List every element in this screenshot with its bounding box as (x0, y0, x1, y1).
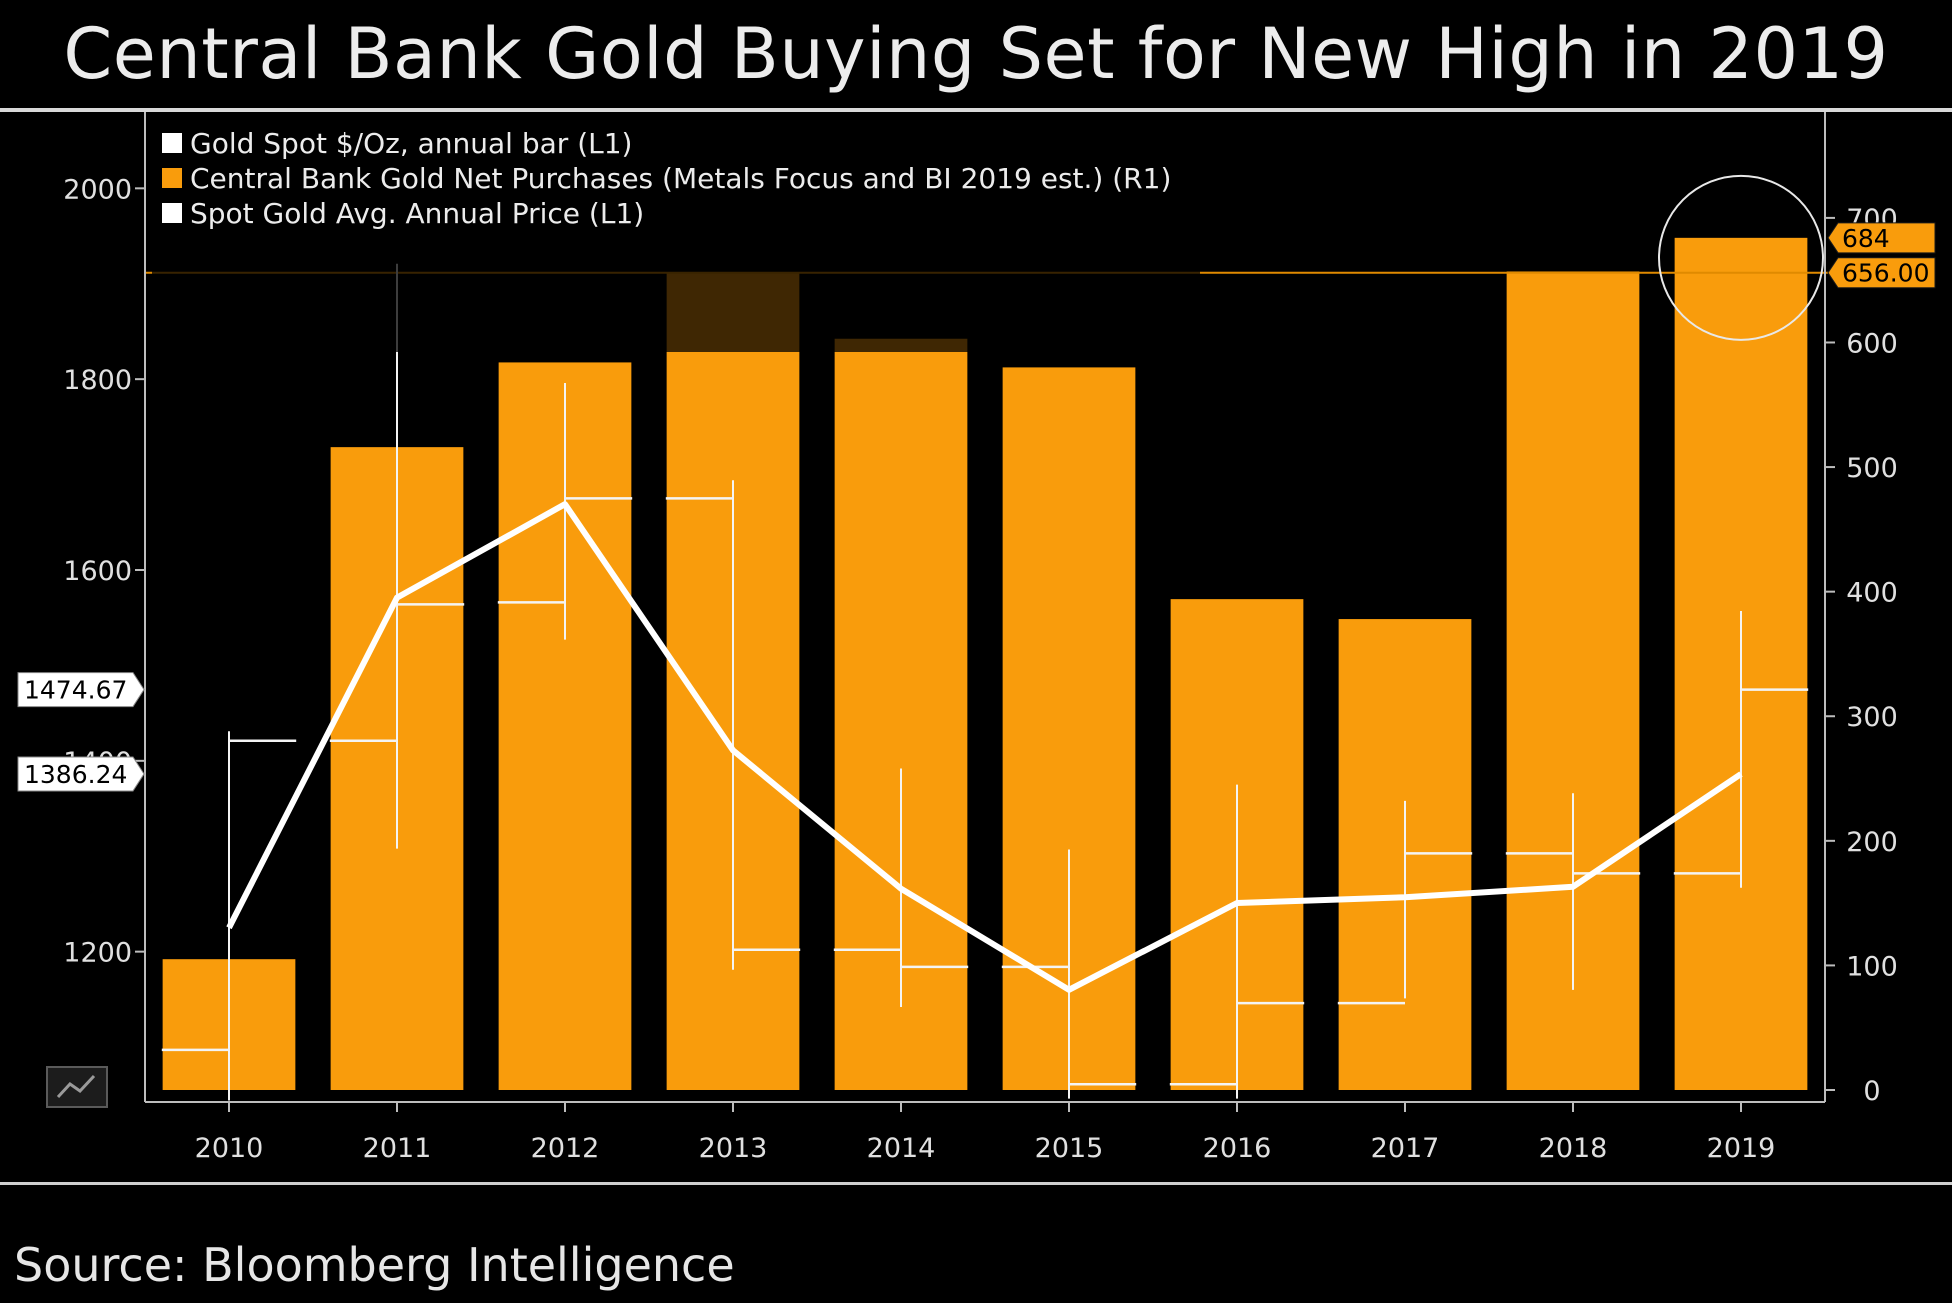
left-value-tag (17, 672, 145, 708)
x-tick-label: 2012 (531, 1133, 600, 1164)
x-tick-label: 2018 (1539, 1133, 1608, 1164)
ohlc-series (161, 263, 1809, 1101)
x-tick-label: 2019 (1707, 1133, 1776, 1164)
right-value-tag (1827, 222, 1936, 254)
title-separator (0, 108, 1952, 112)
left-value-tag (17, 756, 145, 792)
right-tick-label: 500 (1846, 453, 1898, 484)
legend-label: Central Bank Gold Net Purchases (Metals … (190, 162, 1171, 195)
x-tick-label: 2015 (1035, 1133, 1104, 1164)
legend-box (152, 120, 1200, 352)
right-tick-label: 200 (1846, 827, 1898, 858)
right-tick-label: 100 (1846, 951, 1898, 982)
left-tick-label: 2000 (63, 174, 132, 205)
right-tick-label: 400 (1846, 578, 1898, 609)
legend-label: Spot Gold Avg. Annual Price (L1) (190, 197, 644, 230)
axes: 1200140016001800200001002003004005006007… (63, 112, 1898, 1164)
footer-separator (0, 1182, 1952, 1185)
highlight-circle-group (1658, 174, 1824, 341)
right-tick-label: 0 (1863, 1076, 1880, 1107)
right-value-tag (1827, 257, 1936, 289)
bar-series (162, 237, 1808, 1091)
right-value-tag-label: 656.00 (1842, 259, 1929, 288)
source-note: Source: Bloomberg Intelligence (14, 1238, 735, 1292)
legend-swatch (162, 203, 182, 223)
left-tick-label: 1800 (63, 365, 132, 396)
chart-title: Central Bank Gold Buying Set for New Hig… (63, 13, 1889, 95)
highlight-circle (1658, 174, 1824, 341)
right-tick-label: 300 (1846, 702, 1898, 733)
x-tick-label: 2017 (1371, 1133, 1440, 1164)
right-value-tag-label: 684 (1842, 224, 1890, 253)
legend-label: Gold Spot $/Oz, annual bar (L1) (190, 127, 632, 160)
legend: Gold Spot $/Oz, annual bar (L1)Central B… (152, 120, 1200, 352)
left-tick-label: 1200 (63, 938, 132, 969)
legend-swatch (162, 168, 182, 188)
left-value-tag-label: 1474.67 (24, 676, 127, 705)
x-tick-label: 2014 (867, 1133, 936, 1164)
chart-plot: 1200140016001800200001002003004005006007… (17, 112, 1936, 1164)
avg-price-line-group (226, 501, 1743, 993)
title-bar: Central Bank Gold Buying Set for New Hig… (0, 0, 1952, 108)
chart-type-icon[interactable] (46, 1066, 108, 1108)
x-tick-label: 2011 (363, 1133, 432, 1164)
right-tick-label: 600 (1846, 328, 1898, 359)
x-tick-label: 2010 (195, 1133, 264, 1164)
left-tick-label: 1600 (63, 556, 132, 587)
x-tick-label: 2013 (699, 1133, 768, 1164)
legend-swatch (162, 133, 182, 153)
avg-price-line[interactable] (226, 501, 1743, 993)
value-tags: 1474.67 1386.24 684 656.00 (17, 222, 1936, 792)
x-tick-label: 2016 (1203, 1133, 1272, 1164)
left-value-tag-label: 1386.24 (24, 760, 127, 789)
